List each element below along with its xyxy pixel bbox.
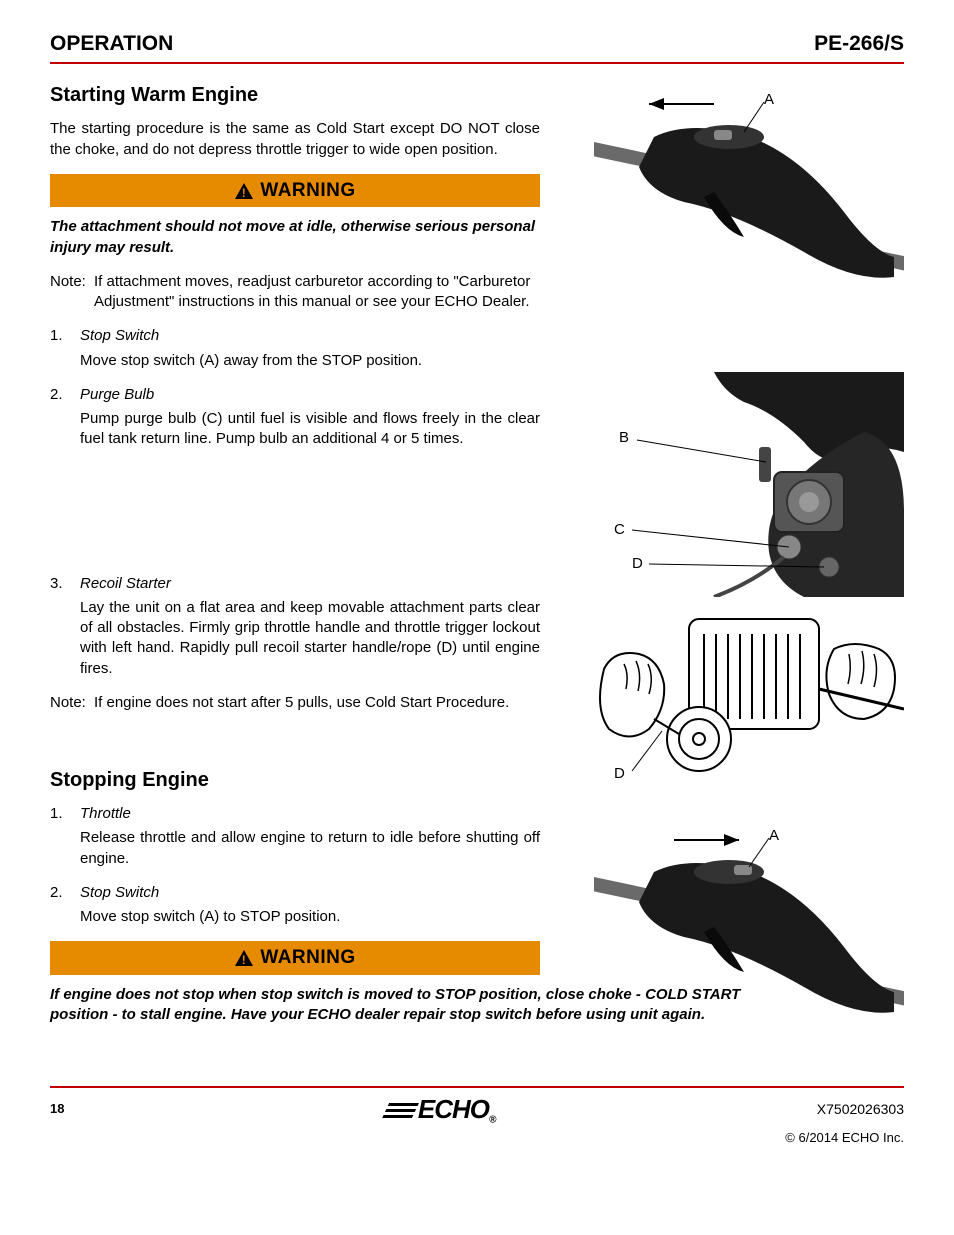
svg-text:!: ! — [242, 186, 247, 200]
figure-recoil-starter: D — [594, 599, 904, 794]
step-num-3: 3. — [50, 574, 80, 594]
figure-label-b: B — [619, 428, 629, 448]
step-title-1: Stop Switch — [80, 326, 159, 346]
figure-label-d2: D — [614, 764, 625, 784]
page-number: 18 — [50, 1100, 64, 1118]
stop-step-body-2: Move stop switch (A) to STOP position. — [80, 907, 540, 927]
note-body-1: If attachment moves, readjust carburetor… — [94, 272, 540, 313]
stop-step-title-2: Stop Switch — [80, 883, 159, 903]
step-title-3: Recoil Starter — [80, 574, 171, 594]
echo-logo: ECHO® — [386, 1092, 496, 1127]
page-footer: 18 ECHO® X7502026303 © 6/2014 ECHO Inc. — [50, 1086, 904, 1147]
figure-label-a2: A — [769, 826, 779, 846]
step-num-1: 1. — [50, 326, 80, 346]
logo-text: ECHO — [418, 1094, 489, 1124]
section-title-stopping: Stopping Engine — [50, 767, 540, 794]
svg-text:!: ! — [242, 953, 247, 967]
step-body-2: Pump purge bulb (C) until fuel is visibl… — [80, 409, 540, 450]
note-label-2: Note: — [50, 693, 94, 713]
figure-stop-switch-stop: A — [594, 822, 904, 1047]
note-body-2: If engine does not start after 5 pulls, … — [94, 693, 540, 713]
note-label-1: Note: — [50, 272, 94, 313]
warning-banner-2: ! WARNING — [50, 941, 540, 975]
document-number: X7502026303 — [817, 1100, 904, 1119]
stop-step-body-1: Release throttle and allow engine to ret… — [80, 828, 540, 869]
page-header: OPERATION PE-266/S — [50, 30, 904, 64]
step-body-1: Move stop switch (A) away from the STOP … — [80, 351, 540, 371]
step-body-3: Lay the unit on a flat area and keep mov… — [80, 598, 540, 679]
header-model: PE-266/S — [814, 30, 904, 58]
step-title-2: Purge Bulb — [80, 385, 154, 405]
figure-label-d: D — [632, 554, 643, 574]
warning-triangle-icon: ! — [234, 949, 254, 967]
figure-label-a: A — [764, 90, 774, 110]
warning-banner-1: ! WARNING — [50, 174, 540, 208]
header-section: OPERATION — [50, 30, 173, 58]
section-title-warm-start: Starting Warm Engine — [50, 82, 540, 109]
warning-label-2: WARNING — [260, 945, 355, 971]
figure-stop-switch-away: A — [594, 82, 904, 312]
warning-triangle-icon: ! — [234, 182, 254, 200]
figure-label-c: C — [614, 520, 625, 540]
stop-step-num-1: 1. — [50, 804, 80, 824]
stop-step-title-1: Throttle — [80, 804, 131, 824]
step-num-2: 2. — [50, 385, 80, 405]
warning-label-1: WARNING — [260, 178, 355, 204]
warm-start-intro: The starting procedure is the same as Co… — [50, 119, 540, 160]
warning-body-1: The attachment should not move at idle, … — [50, 217, 540, 258]
figure-carburetor: B C D — [594, 372, 904, 597]
copyright: © 6/2014 ECHO Inc. — [50, 1129, 904, 1147]
stop-step-num-2: 2. — [50, 883, 80, 903]
